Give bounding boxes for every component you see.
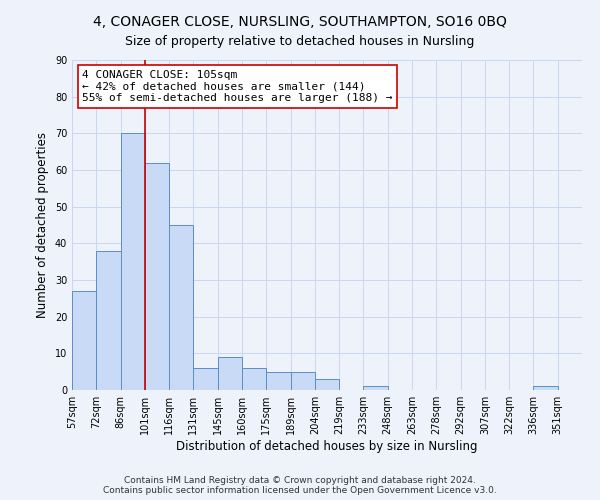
Text: 4, CONAGER CLOSE, NURSLING, SOUTHAMPTON, SO16 0BQ: 4, CONAGER CLOSE, NURSLING, SOUTHAMPTON,… [93, 15, 507, 29]
Text: Size of property relative to detached houses in Nursling: Size of property relative to detached ho… [125, 35, 475, 48]
Bar [315, 379, 339, 390]
Bar [96, 250, 121, 390]
Bar [364, 386, 388, 390]
Bar [266, 372, 290, 390]
Bar [193, 368, 218, 390]
Text: 4 CONAGER CLOSE: 105sqm
← 42% of detached houses are smaller (144)
55% of semi-d: 4 CONAGER CLOSE: 105sqm ← 42% of detache… [82, 70, 392, 103]
X-axis label: Distribution of detached houses by size in Nursling: Distribution of detached houses by size … [176, 440, 478, 453]
Bar [533, 386, 558, 390]
Text: Contains HM Land Registry data © Crown copyright and database right 2024.
Contai: Contains HM Land Registry data © Crown c… [103, 476, 497, 495]
Bar [169, 225, 193, 390]
Bar [121, 134, 145, 390]
Bar [145, 162, 169, 390]
Bar [72, 291, 96, 390]
Bar [290, 372, 315, 390]
Y-axis label: Number of detached properties: Number of detached properties [36, 132, 49, 318]
Bar [242, 368, 266, 390]
Bar [218, 357, 242, 390]
